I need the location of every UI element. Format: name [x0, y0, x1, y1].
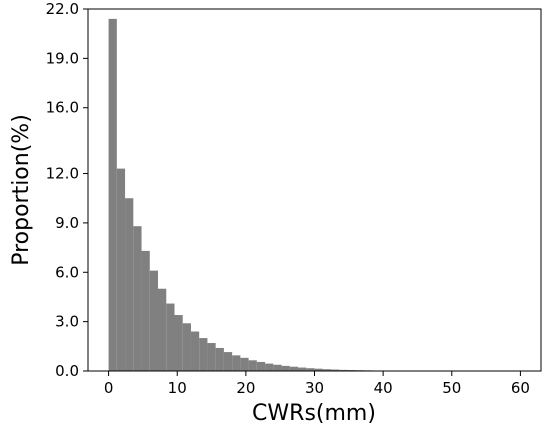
- histogram-bar: [125, 198, 134, 371]
- histogram-bar: [215, 347, 224, 371]
- histogram-bar: [182, 323, 191, 371]
- x-axis: 0 10 20 30 40 50 60: [104, 371, 530, 397]
- histogram-bar: [190, 331, 200, 371]
- histogram-bar: [314, 368, 323, 371]
- y-tick-label: 22.0: [46, 0, 79, 18]
- histogram-bar: [339, 369, 348, 371]
- x-tick-label: 40: [374, 379, 393, 397]
- x-tick-label: 20: [236, 379, 255, 397]
- y-axis: 0.0 3.0 6.0 9.0 12.0 16.0 19.0 22.0: [46, 0, 88, 380]
- histogram-bar: [149, 270, 159, 371]
- histogram-bar: [273, 364, 282, 371]
- histogram-bar: [232, 355, 241, 371]
- histogram-bar: [289, 366, 299, 371]
- histogram-bar: [248, 360, 257, 371]
- y-tick-label: 6.0: [55, 263, 79, 281]
- histogram-bar: [116, 168, 126, 371]
- histogram-bar: [322, 369, 331, 371]
- histogram-bar: [298, 367, 307, 371]
- y-tick-label: 19.0: [46, 49, 79, 67]
- y-tick-label: 16.0: [46, 99, 79, 117]
- x-tick-label: 50: [442, 379, 461, 397]
- y-tick-label: 12.0: [46, 165, 79, 183]
- x-tick-label: 60: [511, 379, 530, 397]
- histogram-bar: [108, 18, 117, 372]
- histogram-bar: [240, 357, 249, 371]
- histogram-bar: [330, 369, 340, 371]
- histogram-bar: [158, 288, 167, 371]
- y-axis-label: Proportion(%): [9, 114, 34, 266]
- histogram-bar: [207, 343, 216, 371]
- histogram-bar: [223, 352, 233, 371]
- histogram-bar: [199, 338, 208, 371]
- histogram-bar: [174, 315, 183, 371]
- y-tick-label: 9.0: [55, 214, 79, 232]
- histogram-bar: [281, 365, 290, 371]
- histogram-bar: [133, 226, 142, 371]
- histogram-bar: [265, 363, 274, 371]
- x-tick-label: 10: [168, 379, 187, 397]
- y-tick-label: 0.0: [55, 362, 79, 380]
- x-axis-label: CWRs(mm): [252, 401, 376, 426]
- y-tick-label: 3.0: [55, 313, 79, 331]
- histogram-bar: [166, 303, 175, 371]
- bars-group: [108, 18, 521, 372]
- x-tick-label: 30: [305, 379, 324, 397]
- histogram-bar: [141, 250, 150, 371]
- x-tick-label: 0: [104, 379, 114, 397]
- histogram-bar: [256, 361, 266, 371]
- histogram-bar: [306, 368, 315, 371]
